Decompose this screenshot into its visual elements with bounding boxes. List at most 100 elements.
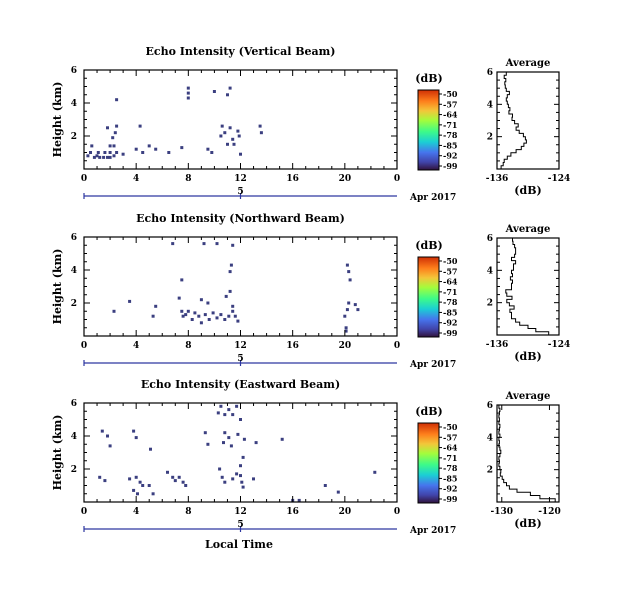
echo-cell [102, 155, 106, 159]
date-month-label: Apr 2017 [409, 193, 456, 203]
echo-cell [231, 413, 235, 417]
echo-cell [132, 488, 136, 492]
echo-cell [241, 485, 245, 489]
x-tick-label: 12 [234, 174, 247, 184]
echo-cell [173, 479, 177, 483]
colorbar-gradient [417, 256, 440, 338]
date-day-label: 5 [237, 187, 243, 197]
echo-cell [239, 152, 242, 156]
y-tick-label: 2 [487, 466, 493, 476]
y-axis-label: Height (km) [51, 249, 64, 325]
echo-cell [199, 321, 203, 325]
colorbar-tick-label: -78 [443, 297, 458, 307]
echo-cell [240, 480, 244, 484]
colorbar-tick-label: -85 [443, 473, 457, 483]
average-title: Average [505, 391, 551, 402]
echo-cell [106, 155, 109, 159]
average-title: Average [505, 58, 551, 69]
echo-cell [115, 98, 119, 102]
x-tick-label: 20 [339, 341, 352, 351]
echo-cell [184, 484, 188, 487]
y-tick-label: 6 [71, 66, 77, 76]
echo-cell [190, 318, 194, 321]
x-tick-label: 16 [286, 507, 299, 517]
echo-cell [219, 134, 223, 138]
echo-cell [141, 151, 145, 154]
plot-frame [496, 404, 560, 503]
echo-cell [323, 484, 327, 487]
echo-cell [345, 263, 349, 267]
echo-cell [136, 492, 139, 496]
y-axis-label: Height (km) [51, 82, 64, 158]
echo-cell [128, 477, 132, 481]
echo-cell [193, 311, 197, 315]
echo-cell [207, 318, 211, 321]
average-profile-line [500, 71, 527, 169]
echo-cell [108, 155, 112, 159]
echo-cell [134, 147, 138, 151]
colorbar-tick-label: -92 [443, 318, 457, 328]
echo-cell [184, 313, 188, 317]
x-tick-label: 0 [81, 507, 87, 517]
echo-cell [353, 303, 357, 307]
echo-cell [186, 96, 190, 100]
echo-cell [203, 431, 207, 435]
y-tick-label: 2 [71, 132, 77, 142]
average-xlabel: (dB) [514, 184, 541, 197]
echo-cell [229, 263, 233, 267]
date-day-label: 5 [237, 520, 243, 530]
date-month-label: Apr 2017 [409, 360, 456, 370]
panel-title: Echo Intensity (Vertical Beam) [145, 45, 335, 58]
echo-cell [348, 278, 352, 282]
echo-cell [197, 314, 201, 318]
echo-cell [149, 447, 152, 451]
plot-frame [496, 237, 560, 336]
echo-cell [108, 444, 112, 448]
y-tick-label: 2 [487, 299, 493, 309]
echo-cell [235, 472, 239, 476]
echo-cell [233, 314, 237, 318]
echo-cell [228, 86, 232, 90]
echo-cell [134, 475, 138, 479]
echo-cell [86, 154, 90, 158]
y-tick-label: 6 [487, 234, 493, 244]
echo-cell [206, 147, 210, 151]
echo-cell [186, 91, 190, 95]
colorbar-tick-label: -71 [443, 453, 457, 463]
echo-cell [215, 242, 219, 246]
echo-cell [180, 309, 184, 313]
echo-cell [219, 313, 223, 317]
echo-cell [258, 124, 262, 128]
echo-cell [89, 151, 92, 154]
colorbar-tick-label: -57 [443, 432, 457, 442]
echo-cell [202, 242, 206, 246]
echo-cell [167, 151, 171, 154]
heatmap-panel-1: 0 4 8 12 16 20 0 2 4 6 Echo Intensity (Vertical Be… [51, 45, 456, 203]
echo-cell [228, 270, 232, 274]
echo-cell [203, 313, 207, 317]
x-tick-label: -124 [548, 174, 571, 184]
echo-cell [220, 124, 224, 128]
colorbar-tick-label: -71 [443, 120, 457, 130]
x-tick-label: 0 [394, 174, 400, 184]
echo-cell [231, 304, 235, 308]
colorbar-gradient [417, 89, 440, 171]
y-axis-label: Height (km) [51, 415, 64, 491]
echo-cell [108, 151, 112, 154]
echo-cell [237, 134, 241, 138]
echo-cell [206, 301, 210, 305]
x-tick-label: 12 [234, 341, 247, 351]
colorbar-tick-label: -99 [443, 494, 458, 504]
echo-cell [112, 154, 116, 158]
colorbar-tick-label: -64 [443, 443, 458, 453]
echo-cell [181, 480, 185, 484]
echo-cell [177, 475, 181, 479]
x-tick-label: 8 [185, 507, 191, 517]
echo-cell [171, 475, 175, 479]
echo-cell [223, 131, 227, 135]
echo-cell [121, 152, 125, 156]
echo-cell [241, 455, 245, 459]
x-axis-label: Local Time [205, 538, 273, 551]
colorbar-tick-label: -78 [443, 130, 458, 140]
